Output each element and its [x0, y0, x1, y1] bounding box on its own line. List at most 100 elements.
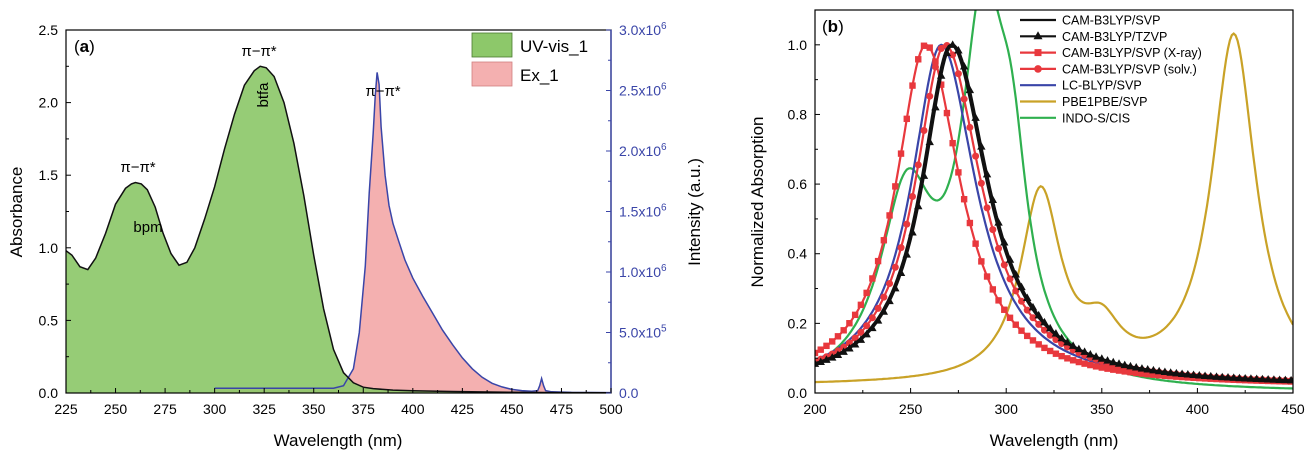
panel-b-xlabel: Wavelength (nm)	[990, 431, 1119, 450]
panel-a-legend: UV-vis_1 Ex_1	[471, 32, 588, 87]
legend-label: LC-BLYP/SVP	[1062, 79, 1142, 93]
series-marker	[920, 42, 928, 49]
series-marker	[903, 220, 911, 228]
series-marker	[1110, 366, 1117, 373]
legend-label: PBE1PBE/SVP	[1062, 95, 1147, 109]
series-marker	[886, 280, 894, 288]
series-marker	[977, 179, 985, 187]
series-marker	[960, 196, 968, 203]
series-marker	[1029, 337, 1037, 344]
legend-ex-label: Ex_1	[520, 66, 559, 85]
series-marker	[1075, 358, 1083, 366]
series-marker	[989, 226, 997, 234]
a-xtick-label: 250	[104, 401, 128, 417]
a-xtick-label: 325	[253, 401, 277, 417]
series-marker	[972, 240, 979, 247]
series-marker	[897, 244, 905, 252]
series-marker	[823, 342, 830, 350]
series-marker	[857, 301, 865, 309]
legend-ex-swatch	[471, 61, 513, 87]
series-marker	[949, 139, 956, 147]
panel-a-label: a	[80, 37, 90, 56]
series-marker	[897, 150, 905, 157]
legend-label: CAM-B3LYP/SVP (X-ray)	[1062, 46, 1202, 60]
a-xtick-label: 350	[302, 401, 326, 417]
series-marker	[1041, 344, 1048, 352]
series-marker	[874, 257, 882, 265]
series-marker	[1173, 373, 1180, 380]
series-marker	[983, 273, 991, 280]
series-marker	[1023, 306, 1031, 314]
panel-b-plot-area	[815, 10, 1293, 390]
series-marker	[909, 82, 916, 89]
series-marker	[966, 123, 974, 131]
a-ytick-label: 1.5	[39, 167, 59, 183]
series-marker	[1161, 372, 1169, 379]
legend-marker	[1033, 31, 1043, 40]
series-marker	[1115, 367, 1123, 374]
series-marker	[1024, 332, 1031, 340]
b-ytick-label: 0.8	[788, 106, 808, 122]
annotation-pi-pi-btfa: π−π*	[241, 43, 276, 60]
panel-a-y2label: Intensity (a.u.)	[685, 158, 704, 266]
a-xtick-label: 475	[550, 401, 574, 417]
b-ytick-label: 0.4	[788, 246, 808, 262]
series-marker	[989, 286, 997, 293]
a-y2tick-label: 1.0x106	[619, 263, 667, 280]
series-marker	[1035, 320, 1043, 328]
legend-label: INDO-S/CIS	[1062, 111, 1130, 125]
series-marker	[903, 115, 910, 123]
series-marker	[995, 297, 1002, 304]
b-xtick-label: 400	[1186, 401, 1210, 417]
panel-b-legend: CAM-B3LYP/SVP CAM-B3LYP/TZVP CAM-B3LYP/SVP…	[1020, 14, 1202, 125]
panel-a-label-group: (a)	[74, 37, 95, 56]
a-xtick-label: 275	[153, 401, 177, 417]
series-marker	[926, 92, 934, 100]
legend-uvvis-swatch	[471, 32, 513, 58]
series-marker	[995, 245, 1003, 253]
series-marker	[909, 193, 917, 201]
a-xtick-label: 450	[500, 401, 524, 417]
series-marker	[1012, 321, 1019, 328]
series-marker	[1098, 364, 1105, 371]
series-marker	[880, 237, 888, 244]
a-ytick-label: 0.5	[39, 312, 59, 328]
series-marker	[1150, 371, 1157, 378]
a-y2tick-label: 1.5x106	[619, 203, 667, 220]
series-marker	[851, 334, 859, 342]
series-line	[815, 43, 1293, 382]
series-marker	[891, 263, 899, 271]
annotation-pi-pi-bpm: π−π*	[120, 159, 155, 176]
a-y2tick-label: 3.0x106	[619, 21, 667, 38]
a-ytick-label: 0.0	[39, 385, 59, 401]
b-ytick-label: 1.0	[788, 37, 808, 53]
b-xtick-label: 450	[1281, 401, 1305, 417]
series-marker	[920, 126, 928, 134]
b-ytick-label: 0.6	[788, 176, 808, 192]
series-marker	[892, 183, 899, 190]
panel-b-ylabel: Normalized Absorption	[748, 116, 767, 287]
series-marker	[880, 293, 888, 301]
series-marker	[1017, 297, 1025, 305]
series-marker	[1018, 327, 1025, 334]
series-marker	[840, 327, 847, 334]
legend-label: CAM-B3LYP/SVP	[1062, 14, 1160, 28]
ex-area	[214, 72, 611, 394]
a-xtick-label: 225	[54, 401, 78, 417]
a-ytick-label: 2.0	[39, 95, 59, 111]
legend-label: CAM-B3LYP/SVP (solv.)	[1062, 62, 1197, 76]
series-marker	[846, 320, 853, 327]
series-marker	[1155, 372, 1163, 379]
panel-b: 200 250 300 350 400 450 0.0 0.2 0.4 0.6 0.8 1.0 (b…	[748, 9, 1305, 450]
series-marker	[972, 152, 980, 160]
legend-marker	[1034, 65, 1042, 73]
series-marker	[1058, 352, 1065, 360]
a-xtick-label: 500	[599, 401, 623, 417]
series-marker	[966, 219, 974, 227]
series-marker	[1087, 361, 1094, 369]
series-marker	[983, 204, 991, 212]
series-marker	[954, 70, 962, 78]
a-xtick-label: 425	[451, 401, 475, 417]
series-marker	[815, 349, 819, 357]
